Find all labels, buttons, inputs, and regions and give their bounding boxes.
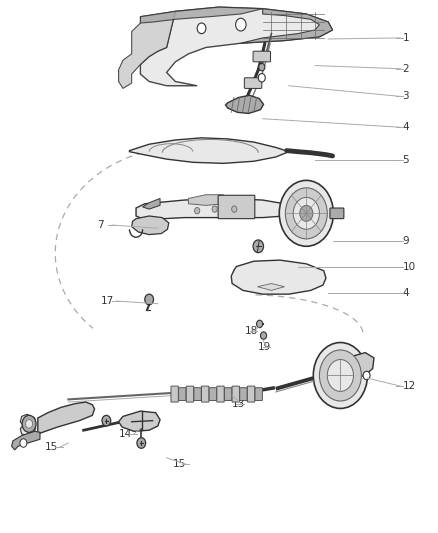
FancyBboxPatch shape xyxy=(194,387,201,400)
Circle shape xyxy=(137,438,146,448)
Circle shape xyxy=(313,343,367,408)
Text: 2: 2 xyxy=(403,64,409,74)
Circle shape xyxy=(194,207,200,214)
Circle shape xyxy=(145,294,153,305)
FancyBboxPatch shape xyxy=(244,78,262,88)
Text: 4: 4 xyxy=(403,122,409,132)
Polygon shape xyxy=(143,198,160,209)
Polygon shape xyxy=(20,414,35,429)
Circle shape xyxy=(257,320,263,328)
Circle shape xyxy=(212,206,217,212)
Polygon shape xyxy=(349,353,374,378)
Polygon shape xyxy=(226,95,264,114)
Text: 17: 17 xyxy=(101,296,114,306)
Circle shape xyxy=(20,439,27,447)
Polygon shape xyxy=(119,411,160,431)
Polygon shape xyxy=(12,431,40,450)
Text: 7: 7 xyxy=(97,220,103,230)
Circle shape xyxy=(279,180,333,246)
Polygon shape xyxy=(188,195,223,205)
Text: 1: 1 xyxy=(403,33,409,43)
FancyBboxPatch shape xyxy=(224,387,232,400)
Circle shape xyxy=(286,188,327,239)
Text: 5: 5 xyxy=(403,155,409,165)
FancyBboxPatch shape xyxy=(217,386,224,402)
Polygon shape xyxy=(231,260,326,294)
FancyBboxPatch shape xyxy=(201,386,209,402)
FancyBboxPatch shape xyxy=(330,208,344,219)
Text: 13: 13 xyxy=(232,399,245,409)
FancyBboxPatch shape xyxy=(209,387,216,400)
FancyBboxPatch shape xyxy=(240,387,247,400)
Circle shape xyxy=(253,240,264,253)
Circle shape xyxy=(102,415,111,426)
Circle shape xyxy=(300,205,313,221)
Circle shape xyxy=(236,18,246,31)
Text: 15: 15 xyxy=(44,442,58,452)
Circle shape xyxy=(258,74,265,82)
Text: 9: 9 xyxy=(403,236,409,246)
Text: 15: 15 xyxy=(173,459,187,469)
FancyBboxPatch shape xyxy=(171,386,178,402)
FancyBboxPatch shape xyxy=(255,387,262,400)
FancyBboxPatch shape xyxy=(253,51,271,62)
Circle shape xyxy=(197,23,206,34)
Circle shape xyxy=(319,350,361,401)
Text: 10: 10 xyxy=(403,262,416,271)
FancyBboxPatch shape xyxy=(247,386,255,402)
Circle shape xyxy=(363,371,370,379)
Polygon shape xyxy=(20,423,35,435)
Text: 3: 3 xyxy=(403,91,409,101)
Text: 19: 19 xyxy=(258,342,272,352)
FancyBboxPatch shape xyxy=(179,387,186,400)
Polygon shape xyxy=(119,11,175,88)
Polygon shape xyxy=(141,7,332,86)
Text: 4: 4 xyxy=(403,288,409,298)
Circle shape xyxy=(232,206,237,212)
Polygon shape xyxy=(132,216,169,235)
Circle shape xyxy=(25,419,32,428)
FancyBboxPatch shape xyxy=(232,386,240,402)
Polygon shape xyxy=(130,138,289,164)
Polygon shape xyxy=(38,402,95,434)
Polygon shape xyxy=(141,7,263,23)
Circle shape xyxy=(22,415,36,432)
Text: 12: 12 xyxy=(403,381,416,391)
Polygon shape xyxy=(136,198,297,220)
Text: 18: 18 xyxy=(245,326,258,336)
Text: 14: 14 xyxy=(119,429,132,439)
Circle shape xyxy=(261,332,267,340)
FancyBboxPatch shape xyxy=(186,386,194,402)
Polygon shape xyxy=(241,9,332,43)
Polygon shape xyxy=(258,284,285,290)
Circle shape xyxy=(327,360,353,391)
FancyBboxPatch shape xyxy=(218,195,255,219)
Circle shape xyxy=(259,63,265,71)
Circle shape xyxy=(293,197,319,229)
